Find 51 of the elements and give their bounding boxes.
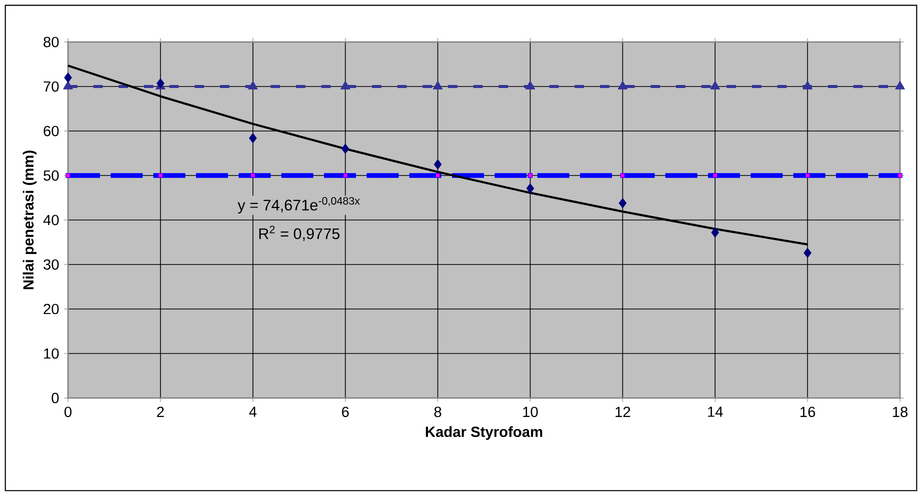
point	[618, 80, 628, 90]
x-tick-label: 14	[708, 406, 723, 417]
point	[249, 133, 257, 144]
y-tick-label: 80	[44, 36, 59, 48]
point	[158, 173, 163, 178]
point	[895, 80, 905, 90]
point	[804, 248, 812, 258]
point	[250, 173, 256, 178]
point	[710, 80, 720, 90]
point	[432, 80, 443, 90]
point	[66, 173, 70, 178]
point	[340, 80, 350, 90]
y-tick-label: 30	[44, 259, 59, 270]
x-tick-label: 2	[157, 406, 164, 417]
x-tick-label: 10	[523, 406, 538, 418]
point	[898, 173, 902, 178]
point	[528, 173, 533, 178]
x-tick-label: 4	[249, 406, 257, 417]
point	[802, 80, 812, 90]
point	[525, 80, 536, 90]
x-tick-label: 18	[892, 406, 908, 418]
point	[63, 80, 73, 90]
x-tick-label: 16	[800, 406, 816, 418]
x-tick-label: 6	[342, 406, 349, 418]
point	[248, 80, 258, 90]
point	[711, 227, 719, 238]
x-axis-title: Kadar Styrofoam	[426, 426, 542, 440]
x-tick-label: 0	[64, 406, 72, 418]
point	[435, 173, 440, 178]
point	[526, 183, 534, 194]
point	[712, 173, 718, 178]
point	[342, 173, 348, 178]
y-tick-label: 0	[52, 392, 59, 404]
point	[434, 159, 442, 170]
y-tick-label: 10	[44, 348, 59, 359]
point	[620, 173, 626, 178]
x-tick-label: 12	[616, 406, 630, 417]
x-tick-label: 8	[434, 406, 442, 418]
annotation: R$^{2}$ = 0,9775	[259, 226, 340, 241]
point	[618, 198, 627, 208]
point	[341, 144, 350, 154]
y-axis-title: Nilai penetrasi (mm)	[22, 150, 36, 290]
point	[156, 78, 164, 88]
annotation: y = 74,671e$^{-0,0483x}$	[238, 197, 360, 214]
y-tick-label: 20	[44, 304, 59, 314]
y-tick-label: 50	[44, 170, 59, 181]
y-tick-label: 70	[44, 81, 59, 92]
y-tick-label: 60	[44, 126, 59, 136]
point	[805, 173, 810, 178]
y-tick-label: 40	[43, 214, 59, 226]
point	[64, 72, 72, 83]
